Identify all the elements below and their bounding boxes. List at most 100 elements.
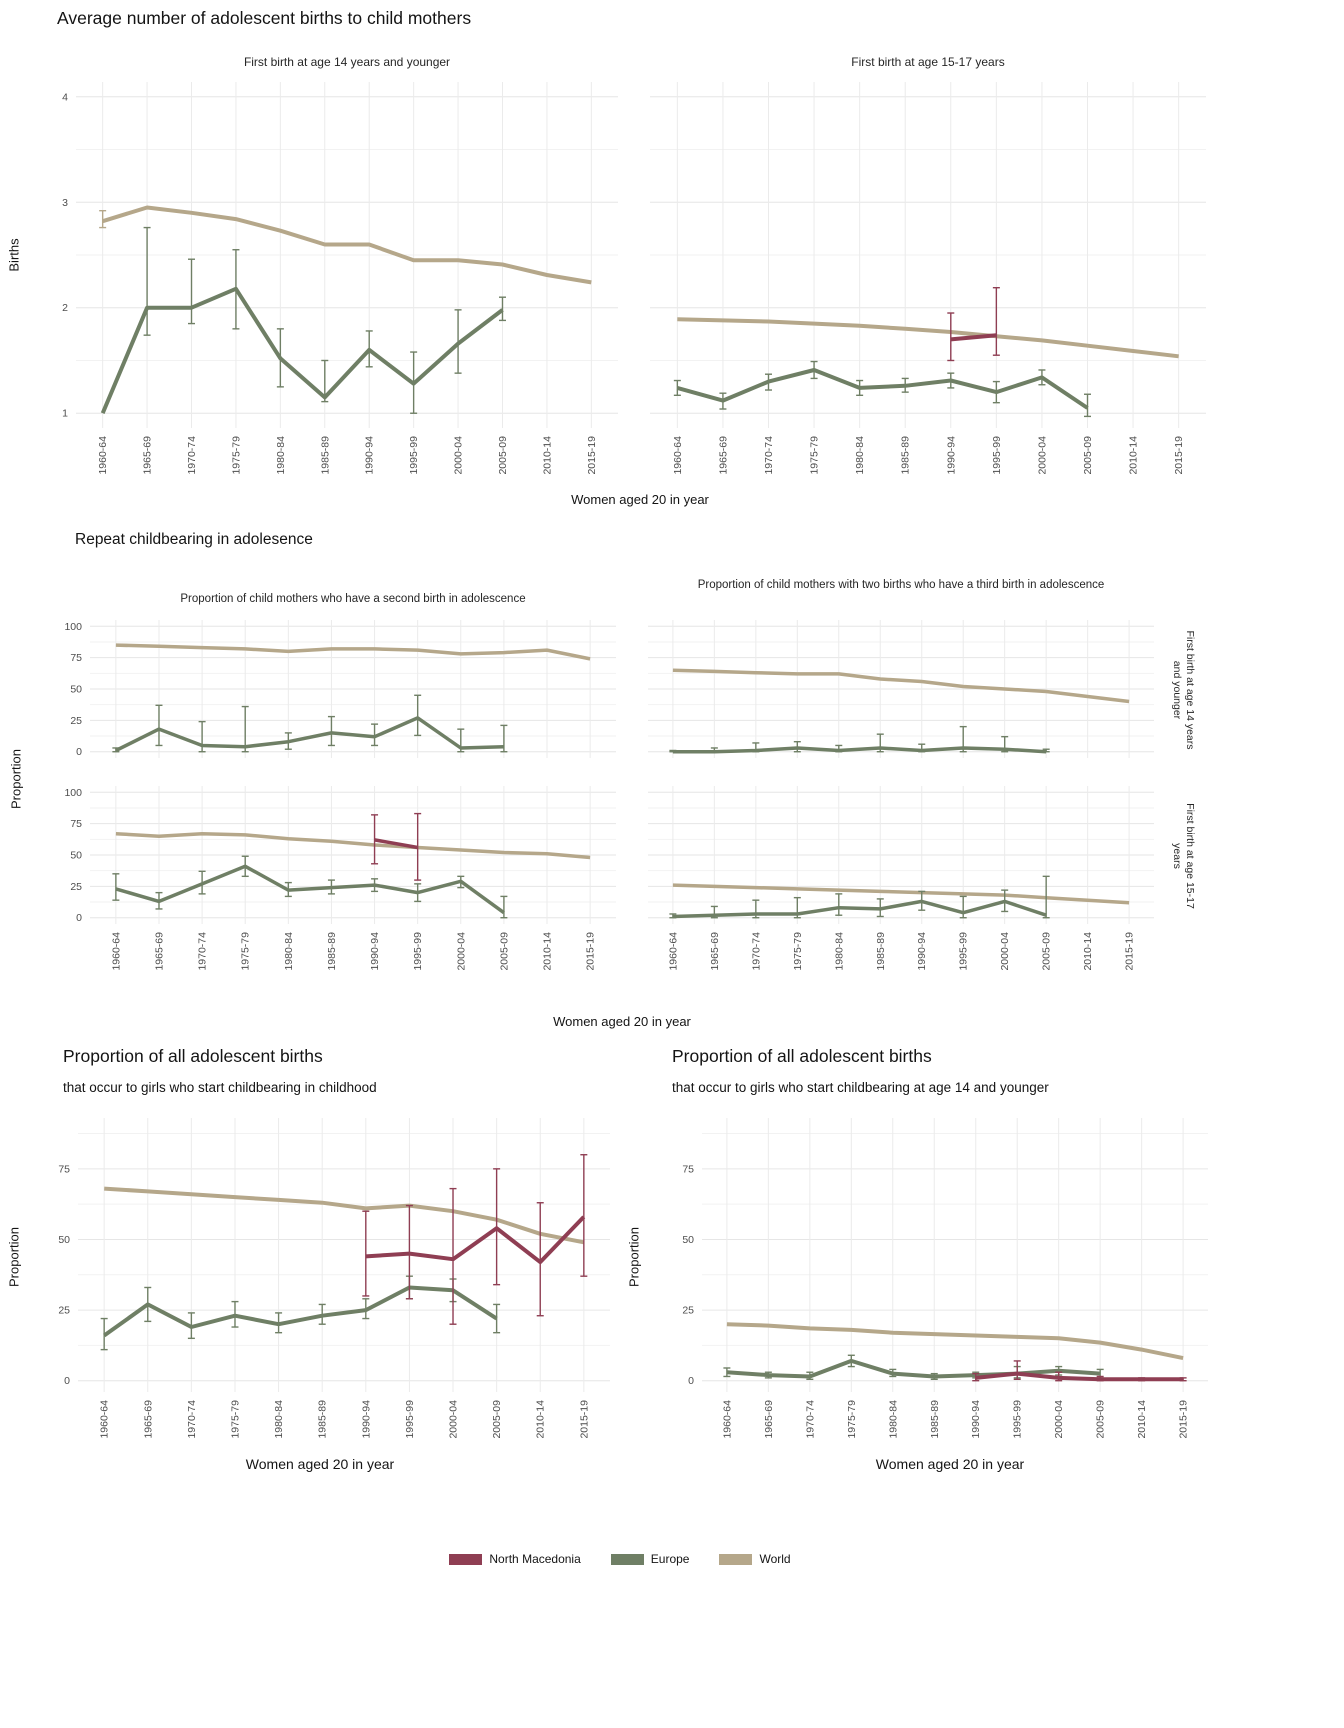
chart-share-under14: 0 25 50 75 1960-64 1965-69 1970-74 1975-79 1980-… [682, 1118, 1208, 1439]
svg-text:0: 0 [76, 912, 82, 924]
svg-text:100: 100 [64, 621, 82, 633]
svg-text:1995-99: 1995-99 [1012, 1400, 1024, 1439]
svg-text:1970-74: 1970-74 [186, 436, 198, 475]
legend-label-world: World [759, 1552, 791, 1566]
svg-text:75: 75 [70, 652, 82, 664]
svg-text:1965-69: 1965-69 [153, 932, 165, 971]
svg-text:1965-69: 1965-69 [142, 1400, 154, 1439]
svg-text:2010-14: 2010-14 [535, 1400, 547, 1439]
svg-text:2010-14: 2010-14 [1136, 1400, 1148, 1439]
facet-strip-age14: First birth at age 14 years and younger [1170, 630, 1196, 750]
svg-text:1985-89: 1985-89 [929, 1400, 941, 1439]
legend-item-north-macedonia: North Macedonia [449, 1552, 581, 1566]
svg-text:1960-64: 1960-64 [97, 436, 109, 475]
column-title-third-birth: Proportion of child mothers with two bir… [697, 579, 1105, 591]
chart-births-first-birth-age15-17: 1960-64 1965-69 1970-74 1975-79 1980-84 1985-… [650, 82, 1206, 475]
svg-text:75: 75 [70, 818, 82, 830]
svg-text:1960-64: 1960-64 [110, 932, 122, 971]
svg-text:1970-74: 1970-74 [750, 932, 762, 971]
svg-text:4: 4 [62, 91, 68, 103]
section-share-childhood-title: Proportion of all adolescent births [63, 1046, 323, 1066]
panel-title-first-birth-age14: First birth at age 14 years and younger [243, 55, 451, 69]
svg-text:1990-94: 1990-94 [364, 436, 376, 475]
section-births-title: Average number of adolescent births to c… [57, 8, 472, 28]
svg-text:25: 25 [58, 1305, 70, 1317]
svg-text:1965-69: 1965-69 [142, 436, 154, 475]
chart-births-first-birth-age14: 1 2 3 4 1960-64 1965-69 1970-74 1975-79 1980-84 1… [62, 82, 618, 475]
section-share-under14-title: Proportion of all adolescent births [672, 1046, 932, 1066]
chart-third-birth-age15-17: 1960-64 1965-69 1970-74 1975-79 1980-84 1985-… [648, 786, 1154, 971]
svg-text:1990-94: 1990-94 [970, 1400, 982, 1439]
svg-text:2010-14: 2010-14 [1082, 932, 1094, 971]
svg-text:1990-94: 1990-94 [360, 1400, 372, 1439]
panel-title-first-birth-age15-17: First birth at age 15-17 years [851, 55, 1005, 69]
chart-third-birth-age14 [648, 620, 1154, 758]
svg-text:1975-79: 1975-79 [846, 1400, 858, 1439]
section-share-childhood-subtitle: that occur to girls who start childbeari… [63, 1080, 377, 1095]
svg-text:1995-99: 1995-99 [412, 932, 424, 971]
svg-text:75: 75 [58, 1163, 70, 1175]
svg-text:2000-04: 2000-04 [453, 436, 465, 475]
svg-text:2005-09: 2005-09 [498, 932, 510, 971]
x-axis-title-repeat: Women aged 20 in year [553, 1014, 691, 1029]
svg-text:1: 1 [62, 408, 68, 420]
svg-text:1980-84: 1980-84 [854, 436, 866, 475]
svg-text:25: 25 [70, 881, 82, 893]
legend-swatch-europe [610, 1553, 644, 1565]
svg-text:2005-09: 2005-09 [1041, 932, 1053, 971]
svg-text:1995-99: 1995-99 [408, 436, 420, 475]
x-axis-title-share-right: Women aged 20 in year [875, 1456, 1025, 1472]
svg-text:1960-64: 1960-64 [721, 1400, 733, 1439]
svg-text:50: 50 [58, 1234, 70, 1246]
svg-text:2005-09: 2005-09 [497, 436, 509, 475]
svg-text:2015-19: 2015-19 [1124, 932, 1136, 971]
svg-text:1985-89: 1985-89 [900, 436, 912, 475]
svg-text:2010-14: 2010-14 [1128, 436, 1140, 475]
svg-text:2015-19: 2015-19 [585, 932, 597, 971]
svg-text:1965-69: 1965-69 [763, 1400, 775, 1439]
svg-text:1970-74: 1970-74 [186, 1400, 198, 1439]
svg-text:1980-84: 1980-84 [283, 932, 295, 971]
section-share-under14-subtitle: that occur to girls who start childbeari… [672, 1080, 1049, 1095]
facet-strip-age15-17: First birth at age 15-17 years [1170, 803, 1196, 909]
svg-text:1980-84: 1980-84 [833, 932, 845, 971]
x-axis-title-births: Women aged 20 in year [571, 492, 709, 507]
svg-text:1985-89: 1985-89 [326, 932, 338, 971]
legend-swatch-north-macedonia [449, 1553, 483, 1565]
svg-text:50: 50 [70, 684, 82, 696]
svg-text:100: 100 [64, 787, 82, 799]
legend-label-europe: Europe [650, 1552, 690, 1566]
svg-text:2015-19: 2015-19 [1173, 436, 1185, 475]
chart-share-childhood: 0 25 50 75 1960-64 1965-69 1970-74 1975-79 1980-… [58, 1118, 610, 1439]
svg-text:0: 0 [76, 746, 82, 758]
svg-text:1975-79: 1975-79 [229, 1400, 241, 1439]
svg-text:1990-94: 1990-94 [369, 932, 381, 971]
section-repeat-title: Repeat childbearing in adolesence [75, 531, 313, 548]
svg-text:1980-84: 1980-84 [273, 1400, 285, 1439]
svg-text:2000-04: 2000-04 [1053, 1400, 1065, 1439]
svg-text:2010-14: 2010-14 [542, 932, 554, 971]
svg-text:1970-74: 1970-74 [763, 436, 775, 475]
chart-second-birth-age15-17: 0 25 50 75 100 1960-64 1965-69 1970-74 1975-79 19… [64, 786, 616, 971]
svg-text:1970-74: 1970-74 [197, 932, 209, 971]
svg-text:2000-04: 2000-04 [448, 1400, 460, 1439]
svg-text:1965-69: 1965-69 [717, 436, 729, 475]
svg-text:2005-09: 2005-09 [1082, 436, 1094, 475]
svg-text:0: 0 [688, 1375, 694, 1387]
svg-text:1975-79: 1975-79 [240, 932, 252, 971]
svg-text:50: 50 [682, 1234, 694, 1246]
svg-text:2: 2 [62, 302, 68, 314]
legend: North Macedonia Europe World [0, 1552, 1240, 1566]
svg-text:2015-19: 2015-19 [1178, 1400, 1190, 1439]
svg-text:2005-09: 2005-09 [1095, 1400, 1107, 1439]
svg-text:25: 25 [682, 1305, 694, 1317]
svg-text:2000-04: 2000-04 [1036, 436, 1048, 475]
legend-item-world: World [719, 1552, 791, 1566]
svg-text:3: 3 [62, 197, 68, 209]
svg-text:1960-64: 1960-64 [667, 932, 679, 971]
svg-text:2005-09: 2005-09 [491, 1400, 503, 1439]
svg-text:2000-04: 2000-04 [999, 932, 1011, 971]
x-axis-title-share-left: Women aged 20 in year [245, 1456, 395, 1472]
svg-text:50: 50 [70, 850, 82, 862]
